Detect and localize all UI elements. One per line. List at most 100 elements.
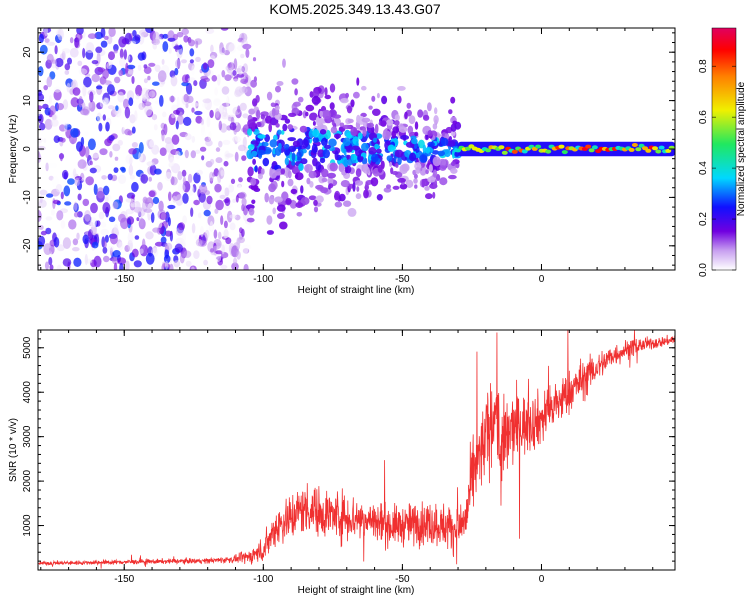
spectrogram-cell [269,139,278,148]
spectrogram-cell [69,37,74,44]
spectrogram-cell [218,140,223,148]
carrier-cell [455,148,461,153]
spectrogram-cell [55,184,63,193]
spectrogram-cell [346,105,353,114]
spectrogram-cell [331,119,335,126]
spectrogram-cell [93,255,102,268]
spectrogram-cell [221,70,226,78]
spectrogram-cell [142,196,148,204]
spectrogram-cell [329,162,338,172]
spectrogram-cell [51,114,58,121]
spectrogram-cell [44,261,50,270]
carrier-cell [655,149,662,154]
spectrogram-cell [334,192,340,201]
spectrogram-cell [334,133,341,139]
spectrogram-cell [118,36,127,48]
spectrogram-cell [100,28,106,38]
spectrogram-cell [232,78,240,84]
spectrogram-cell [322,149,330,159]
spectrogram-cell [143,66,152,74]
spectrogram-cell [294,88,298,96]
spectrogram-cell [395,163,399,168]
spectrogram-cell [46,76,53,88]
carrier-cell [535,144,542,149]
carrier-cell [511,149,518,154]
spectrogram-cell [164,260,169,270]
spectrogram-cell [371,95,376,102]
colorbar-tick-label: 0.4 [698,161,709,175]
spectrogram-cell [268,123,273,133]
spectrogram-cell [308,170,317,179]
spectrogram-cell [176,200,181,206]
spectrogram-cell [427,176,436,183]
spectrogram-cell [107,105,115,110]
spectrogram-cell [131,142,138,148]
spectrogram-cell [238,177,243,183]
spectrogram-cell [227,62,233,68]
spectrogram-cell [251,199,256,205]
spectrogram-cell [131,248,139,258]
spectrogram-cell [220,28,229,31]
spectrogram-cell [144,104,153,117]
spectrogram-cell [56,103,64,111]
spectrogram-cell [134,34,141,41]
spectrogram-cell [191,65,195,76]
spectrogram-cell [218,120,222,131]
spectrogram-cell [432,156,441,167]
spectrogram-cell [204,229,210,239]
spectrogram-cell [103,35,109,41]
spectrogram-cell [224,204,231,210]
spectrogram-cell [287,178,294,187]
spectrogram-cell [136,44,141,51]
colorbar-tick-label: 0.8 [698,59,709,73]
spectrogram-cell [392,126,400,134]
spectrogram-cell [214,183,222,193]
spectrogram-cell [99,148,108,156]
spectrogram-cell [400,135,410,140]
spectrogram-cell [193,250,200,259]
spectrogram-cell [275,105,280,111]
spectrogram-cell [104,234,109,243]
spectrogram-cell [85,42,95,54]
spectrogram-cell [450,130,456,137]
spectrogram-cell [257,173,263,180]
carrier-cell [635,147,642,152]
spectrogram-cell [201,155,205,161]
spectrogram-cell [103,185,110,196]
spectrogram-cell [140,174,149,184]
spectrogram-cell [427,130,433,137]
y-tick-label: 1000 [22,514,33,537]
spectrogram-cell [55,57,64,68]
spectrogram-cell [136,217,140,222]
spectrogram-cell [117,91,125,103]
spectrogram-cell [366,122,374,128]
spectrogram-cell [77,60,83,66]
spectrogram-cell [170,75,178,87]
spectrogram-cell [229,201,233,208]
spectrogram-cell [312,137,319,143]
y-tick-label: 5000 [22,336,33,359]
spectrogram-cell [96,187,105,199]
spectrogram-cell [347,118,354,124]
spectrogram-cell [187,77,196,83]
spectrogram-cell [203,259,209,266]
spectrogram-cell [223,229,229,239]
spectrogram-cell [233,257,238,265]
colorbar-tick-label: 0.0 [698,263,709,277]
spectrogram-cell [193,80,198,87]
spectrogram-cell [361,85,367,91]
spectrogram-cell [237,144,246,152]
spectrogram-cell [128,164,134,176]
spectrogram-cell [414,121,419,130]
spectrogram-cell [46,41,56,46]
spectrogram-cell [164,171,173,182]
spectrogram-cell [130,202,137,208]
spectrogram-cell [60,220,66,229]
spectrogram-cell [134,110,138,122]
spectrogram-cell [425,147,431,154]
spectrogram-cell [215,108,220,118]
spectrogram-cell [281,180,285,188]
spectrogram-cell [447,140,456,147]
spectrogram-cell [208,181,215,187]
spectrogram-cell [185,103,189,109]
